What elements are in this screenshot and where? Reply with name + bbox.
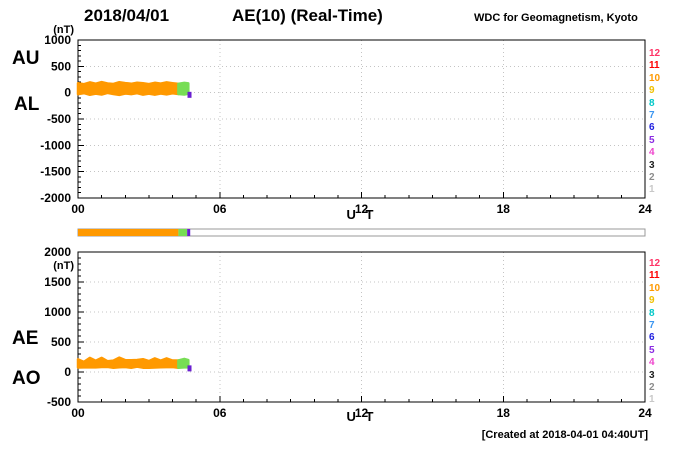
station-count-9: 9 (649, 295, 655, 307)
svg-text:00: 00 (71, 202, 85, 216)
station-count-legend-bottom: 12 11 10 9 8 7 6 5 4 3 2 1 (649, 258, 660, 407)
plot-title: AE(10) (Real-Time) (232, 6, 383, 25)
station-count-legend-top: 12 11 10 9 8 7 6 5 4 3 2 1 (649, 48, 660, 197)
unit-label-bottom: (nT) (53, 260, 74, 272)
svg-text:-1000: -1000 (40, 138, 71, 152)
station-count-6: 6 (649, 332, 655, 344)
station-count-5: 5 (649, 344, 655, 356)
x-axis-label-top: U T (346, 207, 377, 222)
station-count-8: 8 (649, 307, 655, 319)
station-count-10: 10 (649, 72, 661, 84)
station-count-9: 9 (649, 85, 655, 97)
svg-text:00: 00 (71, 406, 85, 420)
svg-text:06: 06 (213, 202, 227, 216)
svg-text:500: 500 (51, 335, 71, 349)
station-count-3: 3 (649, 159, 655, 171)
station-count-4: 4 (649, 147, 655, 159)
svg-text:06: 06 (213, 406, 227, 420)
station-count-12: 12 (649, 258, 661, 269)
station-count-6: 6 (649, 122, 655, 134)
station-count-2: 2 (649, 172, 655, 184)
station-count-11: 11 (649, 270, 660, 282)
svg-text:0: 0 (64, 365, 71, 379)
label-au: AU (12, 48, 40, 69)
svg-text:12: 12 (355, 406, 369, 420)
svg-text:24: 24 (638, 406, 652, 420)
label-ao: AO (12, 368, 41, 389)
svg-text:1000: 1000 (44, 33, 71, 47)
svg-text:-2000: -2000 (40, 191, 71, 205)
station-count-1: 1 (649, 394, 655, 406)
station-count-2: 2 (649, 382, 655, 394)
station-count-3: 3 (649, 369, 655, 381)
station-count-8: 8 (649, 97, 655, 109)
svg-text:18: 18 (497, 406, 511, 420)
svg-text:0: 0 (64, 86, 71, 100)
station-count-4: 4 (649, 357, 655, 369)
plot-date: 2018/04/01 (84, 6, 170, 25)
station-count-12: 12 (649, 48, 661, 59)
svg-text:-500: -500 (47, 395, 71, 409)
svg-text:24: 24 (638, 202, 652, 216)
svg-text:12: 12 (355, 202, 369, 216)
station-count-7: 7 (649, 320, 655, 332)
created-timestamp: [Created at 2018-04-01 04:40UT] (481, 429, 648, 441)
x-axis-label-bottom: U T (346, 409, 377, 424)
svg-text:-1500: -1500 (40, 165, 71, 179)
data-source: WDC for Geomagnetism, Kyoto (474, 12, 638, 24)
unit-label-top: (nT) (53, 24, 74, 36)
svg-text:18: 18 (497, 202, 511, 216)
svg-text:1500: 1500 (44, 275, 71, 289)
station-count-10: 10 (649, 282, 661, 294)
svg-text:1000: 1000 (44, 305, 71, 319)
station-count-11: 11 (649, 60, 660, 72)
station-count-1: 1 (649, 184, 655, 196)
station-count-5: 5 (649, 134, 655, 146)
label-al: AL (14, 94, 40, 115)
svg-text:500: 500 (51, 59, 71, 73)
station-count-7: 7 (649, 110, 655, 122)
svg-text:2000: 2000 (44, 245, 71, 259)
svg-text:-500: -500 (47, 112, 71, 126)
label-ae: AE (12, 328, 39, 349)
